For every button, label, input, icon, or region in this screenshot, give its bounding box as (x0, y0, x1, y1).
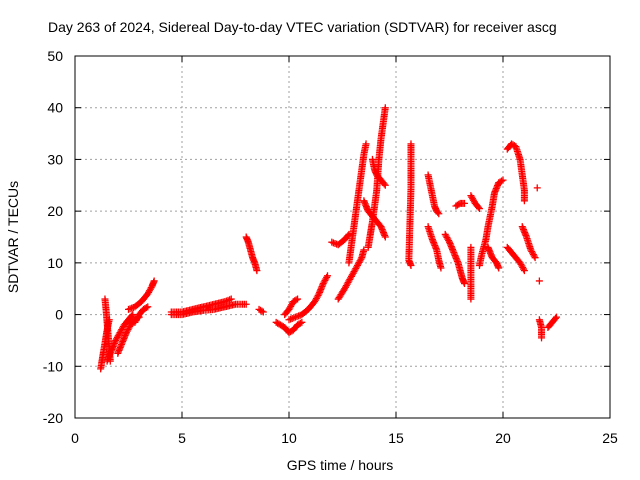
x-tick-label: 5 (178, 430, 186, 446)
data-point-marker (150, 277, 158, 285)
y-axis-label: SDTVAR / TECUs (5, 181, 21, 293)
y-tick-label: 50 (47, 48, 63, 64)
data-point-marker (407, 261, 415, 269)
data-point-marker (357, 255, 365, 263)
data-point-marker (227, 295, 235, 303)
x-tick-label: 25 (602, 430, 618, 446)
data-point-marker (551, 314, 559, 322)
y-tick-label: 10 (47, 255, 63, 271)
y-tick-labels: -20 -10 0 10 20 30 40 50 (43, 48, 63, 426)
data-point-marker (467, 243, 475, 251)
data-point-marker (292, 296, 300, 304)
data-point-marker (474, 203, 482, 211)
data-point-marker (294, 295, 302, 303)
data-point-marker (144, 303, 152, 311)
data-point-marker (535, 277, 543, 285)
y-tick-label: 40 (47, 100, 63, 116)
y-tick-label: 30 (47, 151, 63, 167)
data-point-marker (129, 311, 137, 319)
data-point-marker (530, 252, 538, 260)
data-point-marker (323, 273, 331, 281)
y-tick-label: -10 (43, 358, 63, 374)
x-tick-labels: 0 5 10 15 20 25 (71, 430, 618, 446)
data-point-marker (258, 307, 266, 315)
data-point-marker (520, 265, 528, 273)
data-point-marker (460, 199, 468, 207)
data-point-marker (533, 184, 541, 192)
data-point-marker (345, 230, 353, 238)
data-point-marker (253, 267, 261, 275)
data-point-marker (435, 210, 443, 218)
data-point-marker (531, 254, 539, 262)
data-point-marker (381, 233, 389, 241)
data-markers (97, 104, 560, 373)
data-point-marker (380, 180, 388, 188)
data-point-marker (314, 291, 322, 299)
x-tick-label: 20 (495, 430, 511, 446)
data-point-marker (553, 313, 560, 321)
data-point-marker (128, 312, 136, 320)
data-point-marker (460, 280, 468, 288)
plot-frame (74, 55, 611, 419)
x-axis-label: GPS time / hours (287, 457, 394, 473)
data-point-marker (495, 264, 503, 272)
data-point-marker (298, 318, 306, 326)
y-tick-label: 20 (47, 203, 63, 219)
x-tick-label: 0 (71, 430, 79, 446)
x-tick-label: 10 (281, 430, 297, 446)
data-point-marker (242, 300, 250, 308)
data-point-marker (475, 205, 483, 213)
data-point-marker (445, 237, 453, 245)
data-point-marker (259, 308, 267, 316)
data-point-marker (381, 104, 389, 112)
y-tick-label: 0 (55, 307, 63, 323)
data-point-marker (434, 208, 442, 216)
chart-title: Day 263 of 2024, Sidereal Day-to-day VTE… (48, 19, 557, 35)
data-point-marker (499, 176, 507, 184)
data-point-marker (360, 246, 368, 254)
x-tick-label: 15 (388, 430, 404, 446)
data-point-marker (498, 177, 506, 185)
data-point-marker (520, 267, 528, 275)
data-point-marker (142, 304, 150, 312)
data-point-marker (538, 334, 546, 342)
data-point-marker (324, 272, 332, 280)
data-point-marker (296, 319, 304, 327)
y-tick-label: -20 (43, 410, 63, 426)
data-point-marker (362, 140, 370, 148)
data-point-marker (520, 197, 528, 205)
data-point-marker (437, 264, 445, 272)
data-point-marker (381, 181, 389, 189)
